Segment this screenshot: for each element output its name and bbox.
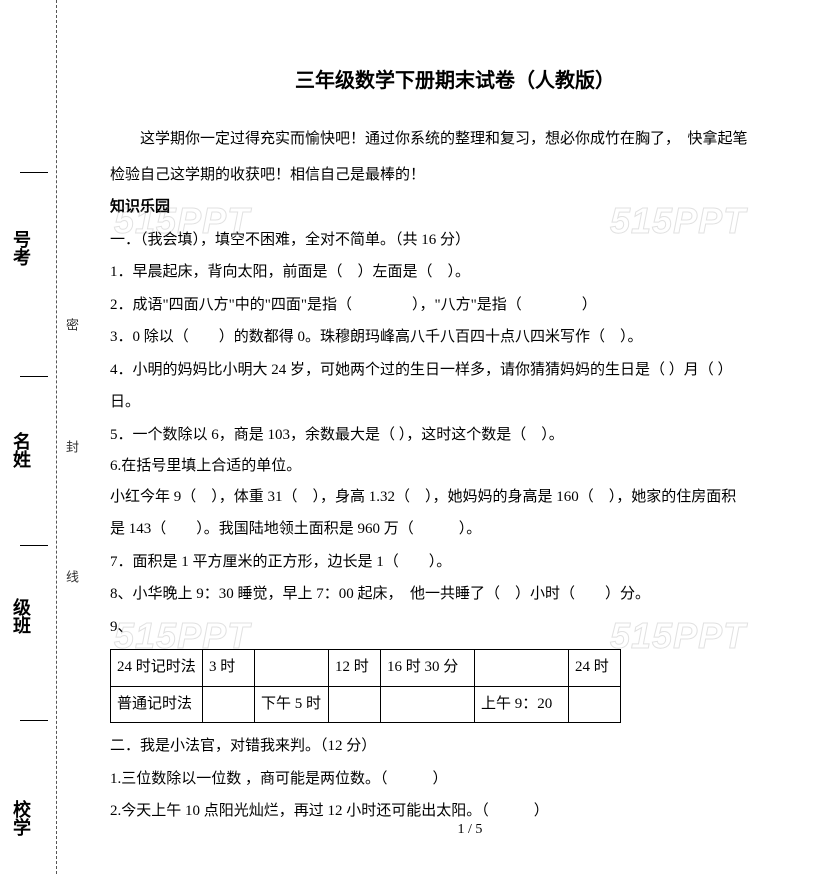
table-cell: 24 时 — [569, 650, 621, 687]
table-cell — [381, 686, 475, 723]
exam-title: 三年级数学下册期末试卷（人教版） — [110, 60, 800, 102]
table-cell — [329, 686, 381, 723]
question-5: 5．一个数除以 6，商是 103，余数最大是（ ），这时这个数是（ ）。 — [110, 420, 800, 450]
table-cell: 16 时 30 分 — [381, 650, 475, 687]
label-name: 名姓 — [8, 432, 34, 468]
question-8: 8、小华晚上 9：30 睡觉，早上 7：00 起床， 他一共睡了（ ）小时（ ）… — [110, 579, 800, 611]
label-exam-number: 号考 — [8, 230, 34, 266]
fold-dash-line — [56, 0, 58, 874]
question-3: 3．0 除以（ ）的数都得 0。珠穆朗玛峰高八千八百四十点八四米写作（ ）。 — [110, 322, 800, 354]
question-6a: 小红今年 9（ ），体重 31（ ），身高 1.32（ ），她妈妈的身高是 16… — [110, 482, 800, 514]
label-class: 级班 — [8, 598, 34, 634]
table-cell: 3 时 — [203, 650, 255, 687]
intro-line: 检验自己这学期的收获吧！相信自己是最棒的！ — [110, 160, 800, 192]
page-content: 三年级数学下册期末试卷（人教版） 这学期你一定过得充实而愉快吧！通过你系统的整理… — [100, 0, 840, 874]
seal-char-feng: 封 — [62, 440, 81, 453]
question-6b: 是 143（ ）。我国陆地领土面积是 960 万（ ）。 — [110, 514, 800, 546]
table-cell — [569, 686, 621, 723]
table-cell — [475, 650, 569, 687]
intro-line: 这学期你一定过得充实而愉快吧！通过你系统的整理和复习，想必你成竹在胸了， 快拿起… — [110, 124, 800, 156]
section-two-heading: 二．我是小法官，对错我来判。（12 分） — [110, 731, 800, 763]
seal-char-xian: 线 — [62, 570, 81, 583]
question-7: 7．面积是 1 平方厘米的正方形，边长是 1（ ）。 — [110, 547, 800, 579]
table-cell: 24 时记时法 — [111, 650, 203, 687]
table-cell: 12 时 — [329, 650, 381, 687]
page-number: 1 / 5 — [100, 815, 840, 844]
table-cell — [203, 686, 255, 723]
judge-1: 1.三位数除以一位数 ，商可能是两位数。（ ） — [110, 764, 800, 796]
seal-char-mi: 密 — [62, 318, 81, 331]
time-conversion-table: 24 时记时法 3 时 12 时 16 时 30 分 24 时 普通记时法 下午… — [110, 649, 621, 723]
table-row: 24 时记时法 3 时 12 时 16 时 30 分 24 时 — [111, 650, 621, 687]
question-1: 1．早晨起床，背向太阳，前面是（ ）左面是（ ）。 — [110, 257, 800, 289]
section-knowledge-park: 知识乐园 — [110, 192, 800, 224]
table-cell — [255, 650, 329, 687]
question-9-label: 9、 — [110, 612, 800, 644]
section-one-heading: 一．（我会填），填空不困难，全对不简单。（共 16 分） — [110, 225, 800, 257]
question-4a: 4．小明的妈妈比小明大 24 岁，可她两个过的生日一样多，请你猜猜妈妈的生日是（… — [110, 355, 800, 387]
table-cell: 普通记时法 — [111, 686, 203, 723]
binding-margin: 号考 名姓 级班 校学 密 封 线 — [0, 0, 100, 874]
label-school: 校学 — [8, 800, 34, 836]
table-cell: 下午 5 时 — [255, 686, 329, 723]
binding-underline — [20, 172, 48, 173]
table-cell: 上午 9：20 — [475, 686, 569, 723]
binding-underline — [20, 720, 48, 721]
question-6: 6.在括号里填上合适的单位。 — [110, 451, 800, 481]
question-2: 2．成语"四面八方"中的"四面"是指（ ），"八方"是指（ ） — [110, 290, 800, 322]
table-row: 普通记时法 下午 5 时 上午 9：20 — [111, 686, 621, 723]
binding-underline — [20, 376, 48, 377]
question-4b: 日。 — [110, 387, 800, 419]
binding-underline — [20, 545, 48, 546]
